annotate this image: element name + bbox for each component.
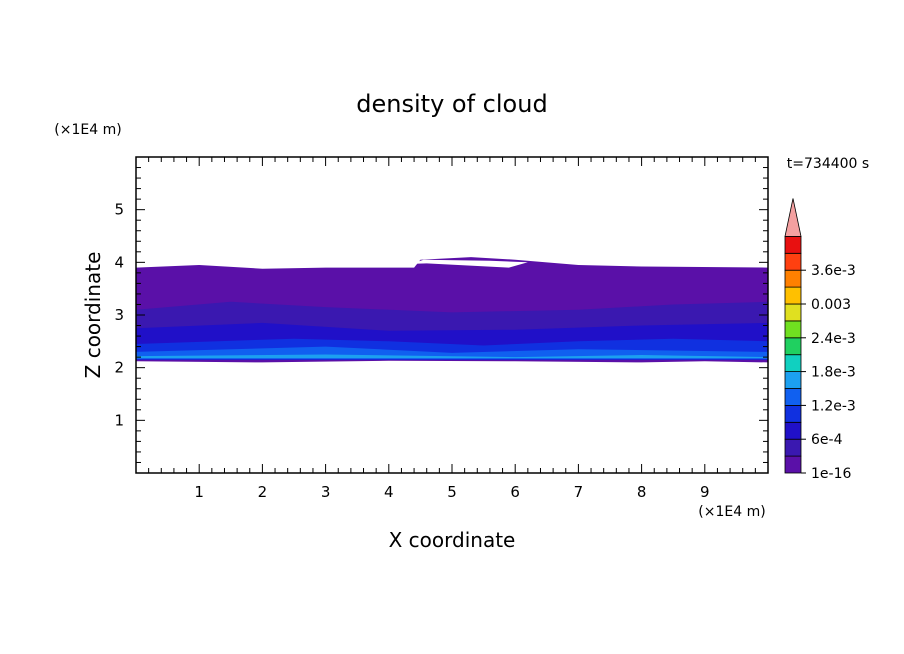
time-label: t=734400 s [787,156,869,172]
x-tick-label: 4 [384,483,394,501]
colorbar-swatch [784,286,802,305]
x-tick-label: 1 [194,483,204,501]
y-axis-label: Z coordinate [81,252,105,379]
contour-gap-0 [410,259,528,268]
colorbar-swatch [784,404,802,423]
colorbar-label: 3.6e-3 [811,263,856,279]
colorbar-swatch [784,455,802,474]
colorbar: 1e-16 6e-4 1.2e-3 1.8e-3 2.4e-3 0.003 3.6e-3 [784,198,856,482]
x-tick-label: 8 [637,483,647,501]
colorbar-extend-triangle [784,198,802,237]
colorbar-label: 0.003 [811,297,851,313]
y-tick-label: 4 [114,253,124,271]
colorbar-label: 2.4e-3 [811,331,856,347]
x-tick-label: 7 [574,483,584,501]
x-tick-label: 5 [447,483,457,501]
y-ticks: 1 2 3 4 5 [114,167,768,463]
colorbar-swatch [784,337,802,356]
colorbar-label: 1e-16 [811,466,851,482]
y-unit-label: (×1E4 m) [54,122,121,138]
colorbar-label: 1.8e-3 [811,365,856,381]
colorbar-swatch [784,252,802,271]
colorbar-swatch [784,371,802,389]
x-axis-label: X coordinate [389,528,516,552]
y-tick-label: 1 [114,411,124,429]
colorbar-swatch [784,303,802,322]
y-tick-label: 5 [114,201,124,219]
contour-densest-streak [136,354,768,359]
colorbar-swatch [784,354,802,373]
plot-regions [136,257,768,363]
chart-title: density of cloud [356,90,547,118]
colorbar-label: 6e-4 [811,432,843,448]
x-tick-label: 9 [700,483,710,501]
colorbar-swatch [784,438,802,457]
x-tick-label: 6 [510,483,520,501]
x-ticks: 1 2 3 4 5 6 7 8 9 [148,157,756,501]
colorbar-swatch [784,269,802,288]
colorbar-label: 1.2e-3 [811,398,856,414]
colorbar-swatch [784,388,802,406]
colorbar-swatch [784,320,802,339]
x-tick-label: 3 [321,483,331,501]
y-tick-label: 2 [114,359,124,377]
y-tick-label: 3 [114,306,124,324]
x-unit-label: (×1E4 m) [698,504,765,520]
colorbar-swatch [784,421,802,440]
colorbar-swatch [784,235,802,254]
x-tick-label: 2 [258,483,268,501]
